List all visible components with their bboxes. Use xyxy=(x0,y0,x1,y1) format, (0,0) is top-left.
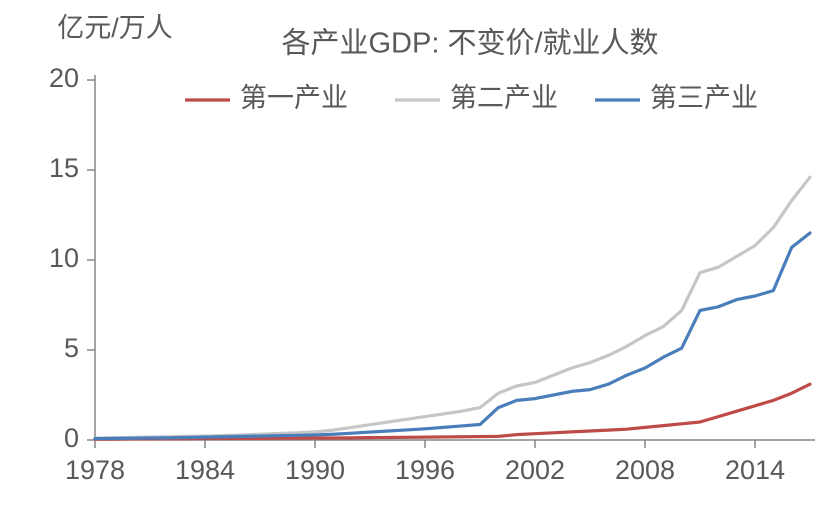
line-chart: 亿元/万人 各产业GDP: 不变价/就业人数 0 5 10 15 20 1978 1984 199… xyxy=(0,0,840,508)
x-tick-label: 1978 xyxy=(65,455,125,485)
chart-bg xyxy=(0,0,840,508)
legend-label: 第三产业 xyxy=(650,83,758,113)
y-tick-label: 15 xyxy=(49,153,79,183)
legend-label: 第二产业 xyxy=(450,83,558,113)
chart-title: 各产业GDP: 不变价/就业人数 xyxy=(281,27,658,60)
y-tick-label: 0 xyxy=(64,423,79,453)
y-tick-label: 5 xyxy=(64,333,79,363)
y-tick-label: 10 xyxy=(49,243,79,273)
y-tick-label: 20 xyxy=(49,63,79,93)
x-tick-label: 2014 xyxy=(725,455,785,485)
x-tick-label: 2002 xyxy=(505,455,565,485)
chart-container: 亿元/万人 各产业GDP: 不变价/就业人数 0 5 10 15 20 1978 1984 199… xyxy=(0,0,840,508)
legend-label: 第一产业 xyxy=(240,83,348,113)
x-tick-label: 1996 xyxy=(395,455,455,485)
x-tick-label: 1990 xyxy=(285,455,345,485)
x-tick-label: 2008 xyxy=(615,455,675,485)
x-tick-label: 1984 xyxy=(175,455,235,485)
y-unit-label: 亿元/万人 xyxy=(57,13,173,43)
